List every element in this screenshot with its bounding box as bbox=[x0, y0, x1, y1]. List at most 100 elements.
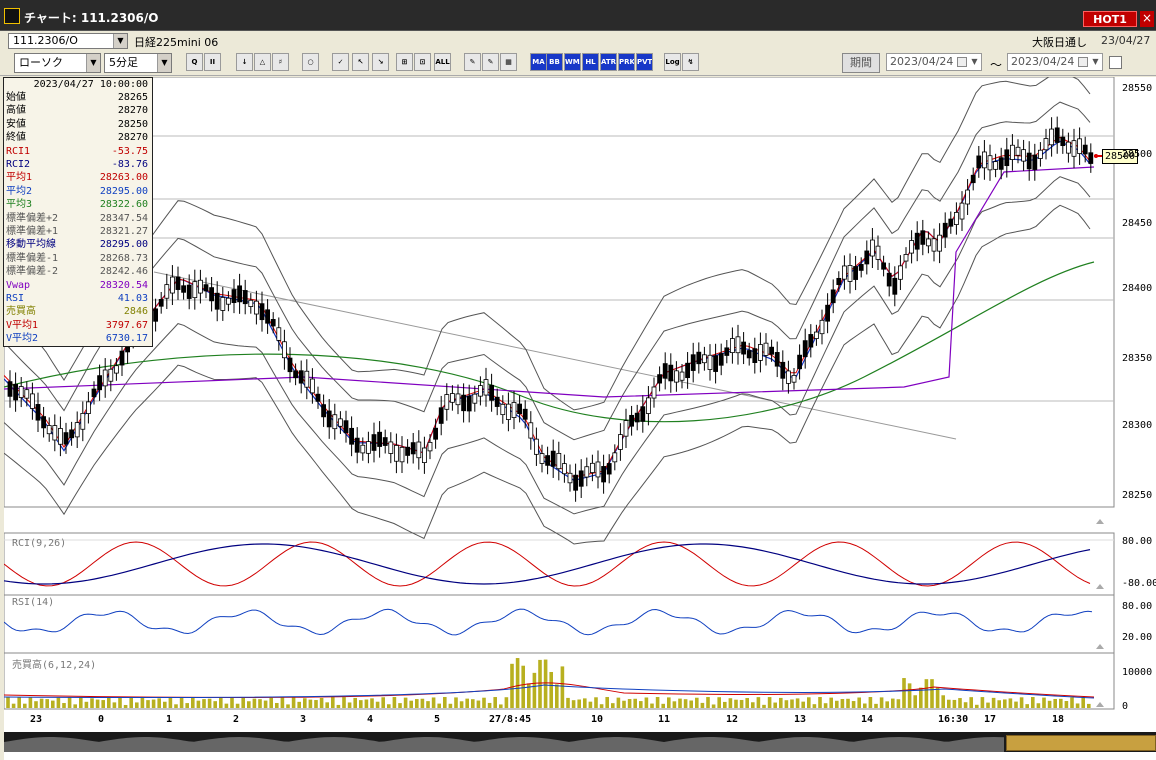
rci-tick-high: 80.00 bbox=[1122, 536, 1153, 547]
info-label: 標準偏差+2 bbox=[6, 212, 59, 224]
info-label: RCI2 bbox=[6, 159, 31, 170]
tool-button[interactable]: ○ bbox=[302, 53, 319, 71]
info-row: 高値 28270 bbox=[6, 104, 148, 117]
info-value: 28295.00 bbox=[99, 239, 148, 251]
time-tick: 12 bbox=[726, 714, 739, 725]
chevron-down-icon[interactable]: ▼ bbox=[971, 57, 978, 66]
time-tick: 10 bbox=[591, 714, 604, 725]
symbol-input[interactable]: 111.2306/O ▼ bbox=[8, 33, 128, 49]
chart-type-select[interactable]: ローソク ▼ bbox=[14, 53, 101, 73]
tool-button[interactable]: II bbox=[204, 53, 221, 71]
date-to-value: 2023/04/24 bbox=[1011, 55, 1075, 68]
info-value: 3797.67 bbox=[105, 319, 148, 331]
chevron-down-icon[interactable]: ▼ bbox=[86, 54, 100, 72]
tool-button[interactable]: ✎ bbox=[464, 53, 481, 71]
tool-button[interactable]: BB bbox=[546, 53, 563, 71]
tool-button[interactable]: PRKX bbox=[618, 53, 635, 71]
info-value: -83.76 bbox=[111, 159, 148, 170]
info-label: 安値 bbox=[6, 118, 26, 130]
tool-button[interactable]: MA bbox=[530, 53, 547, 71]
tool-button[interactable]: ⊡ bbox=[414, 53, 431, 71]
time-tick: 13 bbox=[794, 714, 807, 725]
date-from-input[interactable]: 2023/04/24 ▼ bbox=[886, 53, 982, 71]
price-tick: 28500 bbox=[1122, 149, 1153, 160]
info-value: 2846 bbox=[123, 306, 148, 318]
info-panel: 2023/04/27 10:00:00 始値 28265 高値 28270 安値 2825… bbox=[3, 77, 153, 347]
chevron-down-icon[interactable]: ▼ bbox=[157, 54, 171, 72]
tool-button[interactable]: ALL bbox=[434, 53, 451, 71]
tool-button[interactable]: ✎ bbox=[482, 53, 499, 71]
option-checkbox[interactable] bbox=[1109, 56, 1122, 69]
tool-button[interactable]: ⊞ bbox=[396, 53, 413, 71]
rsi-line bbox=[4, 608, 1093, 636]
info-row: 標準偏差+1 28321.27 bbox=[6, 225, 148, 238]
tool-button[interactable]: WMA bbox=[564, 53, 581, 71]
info-row: 始値 28265 bbox=[6, 91, 148, 104]
interval-select[interactable]: 5分足 ▼ bbox=[104, 53, 172, 73]
info-value: 28320.54 bbox=[99, 279, 148, 291]
calendar-icon[interactable] bbox=[1078, 57, 1088, 67]
interval-value: 5分足 bbox=[109, 56, 138, 69]
info-label: RSI bbox=[6, 293, 25, 304]
tool-button[interactable]: ↓ bbox=[236, 53, 253, 71]
tool-button[interactable]: ↘ bbox=[372, 53, 389, 71]
info-value: 28270 bbox=[117, 105, 148, 117]
info-label: 平均1 bbox=[6, 172, 33, 184]
close-icon[interactable]: × bbox=[1140, 11, 1154, 27]
tool-button[interactable]: ♯ bbox=[272, 53, 289, 71]
hot-button[interactable]: HOT1 bbox=[1083, 11, 1137, 27]
info-row: V平均1 3797.67 bbox=[6, 319, 148, 332]
tool-button[interactable]: ATR bbox=[600, 53, 617, 71]
info-label: Vwap bbox=[6, 279, 31, 291]
overview-sparkline bbox=[4, 737, 1004, 752]
scroll-thumb[interactable] bbox=[1006, 735, 1156, 751]
info-label: RCI1 bbox=[6, 145, 31, 157]
toolbar: ローソク ▼ 5分足 ▼ QII↓△♯○✓↖↘⊞⊡ALL✎✎▦MABBWMAHL… bbox=[0, 50, 1156, 76]
tool-button[interactable]: ↖ bbox=[352, 53, 369, 71]
info-row: 終値 28270 bbox=[6, 131, 148, 144]
info-row: 標準偏差-1 28268.73 bbox=[6, 252, 148, 265]
tool-button[interactable]: ▦ bbox=[500, 53, 517, 71]
tool-button[interactable]: PVT bbox=[636, 53, 653, 71]
time-tick: 3 bbox=[300, 714, 307, 725]
info-value: 28263.00 bbox=[99, 172, 148, 184]
tool-button[interactable]: Q bbox=[186, 53, 203, 71]
info-value: 28265 bbox=[117, 92, 148, 103]
info-label: V平均2 bbox=[6, 333, 39, 345]
chevron-down-icon[interactable]: ▼ bbox=[113, 34, 127, 48]
tool-button[interactable]: △ bbox=[254, 53, 271, 71]
price-tick: 28450 bbox=[1122, 218, 1153, 229]
time-tick: 27/8:45 bbox=[489, 714, 532, 725]
volume-tick-high: 10000 bbox=[1122, 667, 1153, 678]
price-tick: 28250 bbox=[1122, 490, 1153, 501]
window-title: チャート: 111.2306/O bbox=[24, 11, 159, 25]
info-label: 標準偏差-1 bbox=[6, 252, 59, 264]
info-value: 28321.27 bbox=[99, 226, 148, 237]
time-tick: 0 bbox=[98, 714, 105, 725]
header-date: 23/04/27 bbox=[1101, 34, 1151, 47]
price-tick: 28300 bbox=[1122, 420, 1153, 431]
tool-button[interactable]: HL bbox=[582, 53, 599, 71]
tool-button[interactable]: ✓ bbox=[332, 53, 349, 71]
time-tick: 5 bbox=[434, 714, 441, 725]
price-chart[interactable] bbox=[4, 77, 1156, 760]
info-value: -53.75 bbox=[111, 145, 148, 157]
rci-tick-low: -80.00 bbox=[1122, 578, 1156, 589]
calendar-icon[interactable] bbox=[957, 57, 967, 67]
chevron-down-icon[interactable]: ▼ bbox=[1092, 57, 1099, 66]
time-tick: 17 bbox=[984, 714, 997, 725]
symbol-name: 日経225mini 06 bbox=[134, 36, 219, 49]
info-row: RCI2 -83.76 bbox=[6, 158, 148, 171]
time-tick: 1 bbox=[166, 714, 173, 725]
info-label: 標準偏差-2 bbox=[6, 266, 59, 278]
tool-button[interactable]: ↯ bbox=[682, 53, 699, 71]
info-label: 始値 bbox=[6, 92, 26, 103]
info-row: V平均2 6730.17 bbox=[6, 332, 148, 345]
info-value: 28270 bbox=[117, 132, 148, 144]
price-tick: 28400 bbox=[1122, 283, 1153, 294]
date-to-input[interactable]: 2023/04/24 ▼ bbox=[1007, 53, 1103, 71]
time-scrollbar[interactable] bbox=[4, 732, 1156, 752]
tool-button[interactable]: Log bbox=[664, 53, 681, 71]
period-button[interactable]: 期間 bbox=[842, 53, 880, 73]
trend-line[interactable] bbox=[153, 271, 957, 440]
